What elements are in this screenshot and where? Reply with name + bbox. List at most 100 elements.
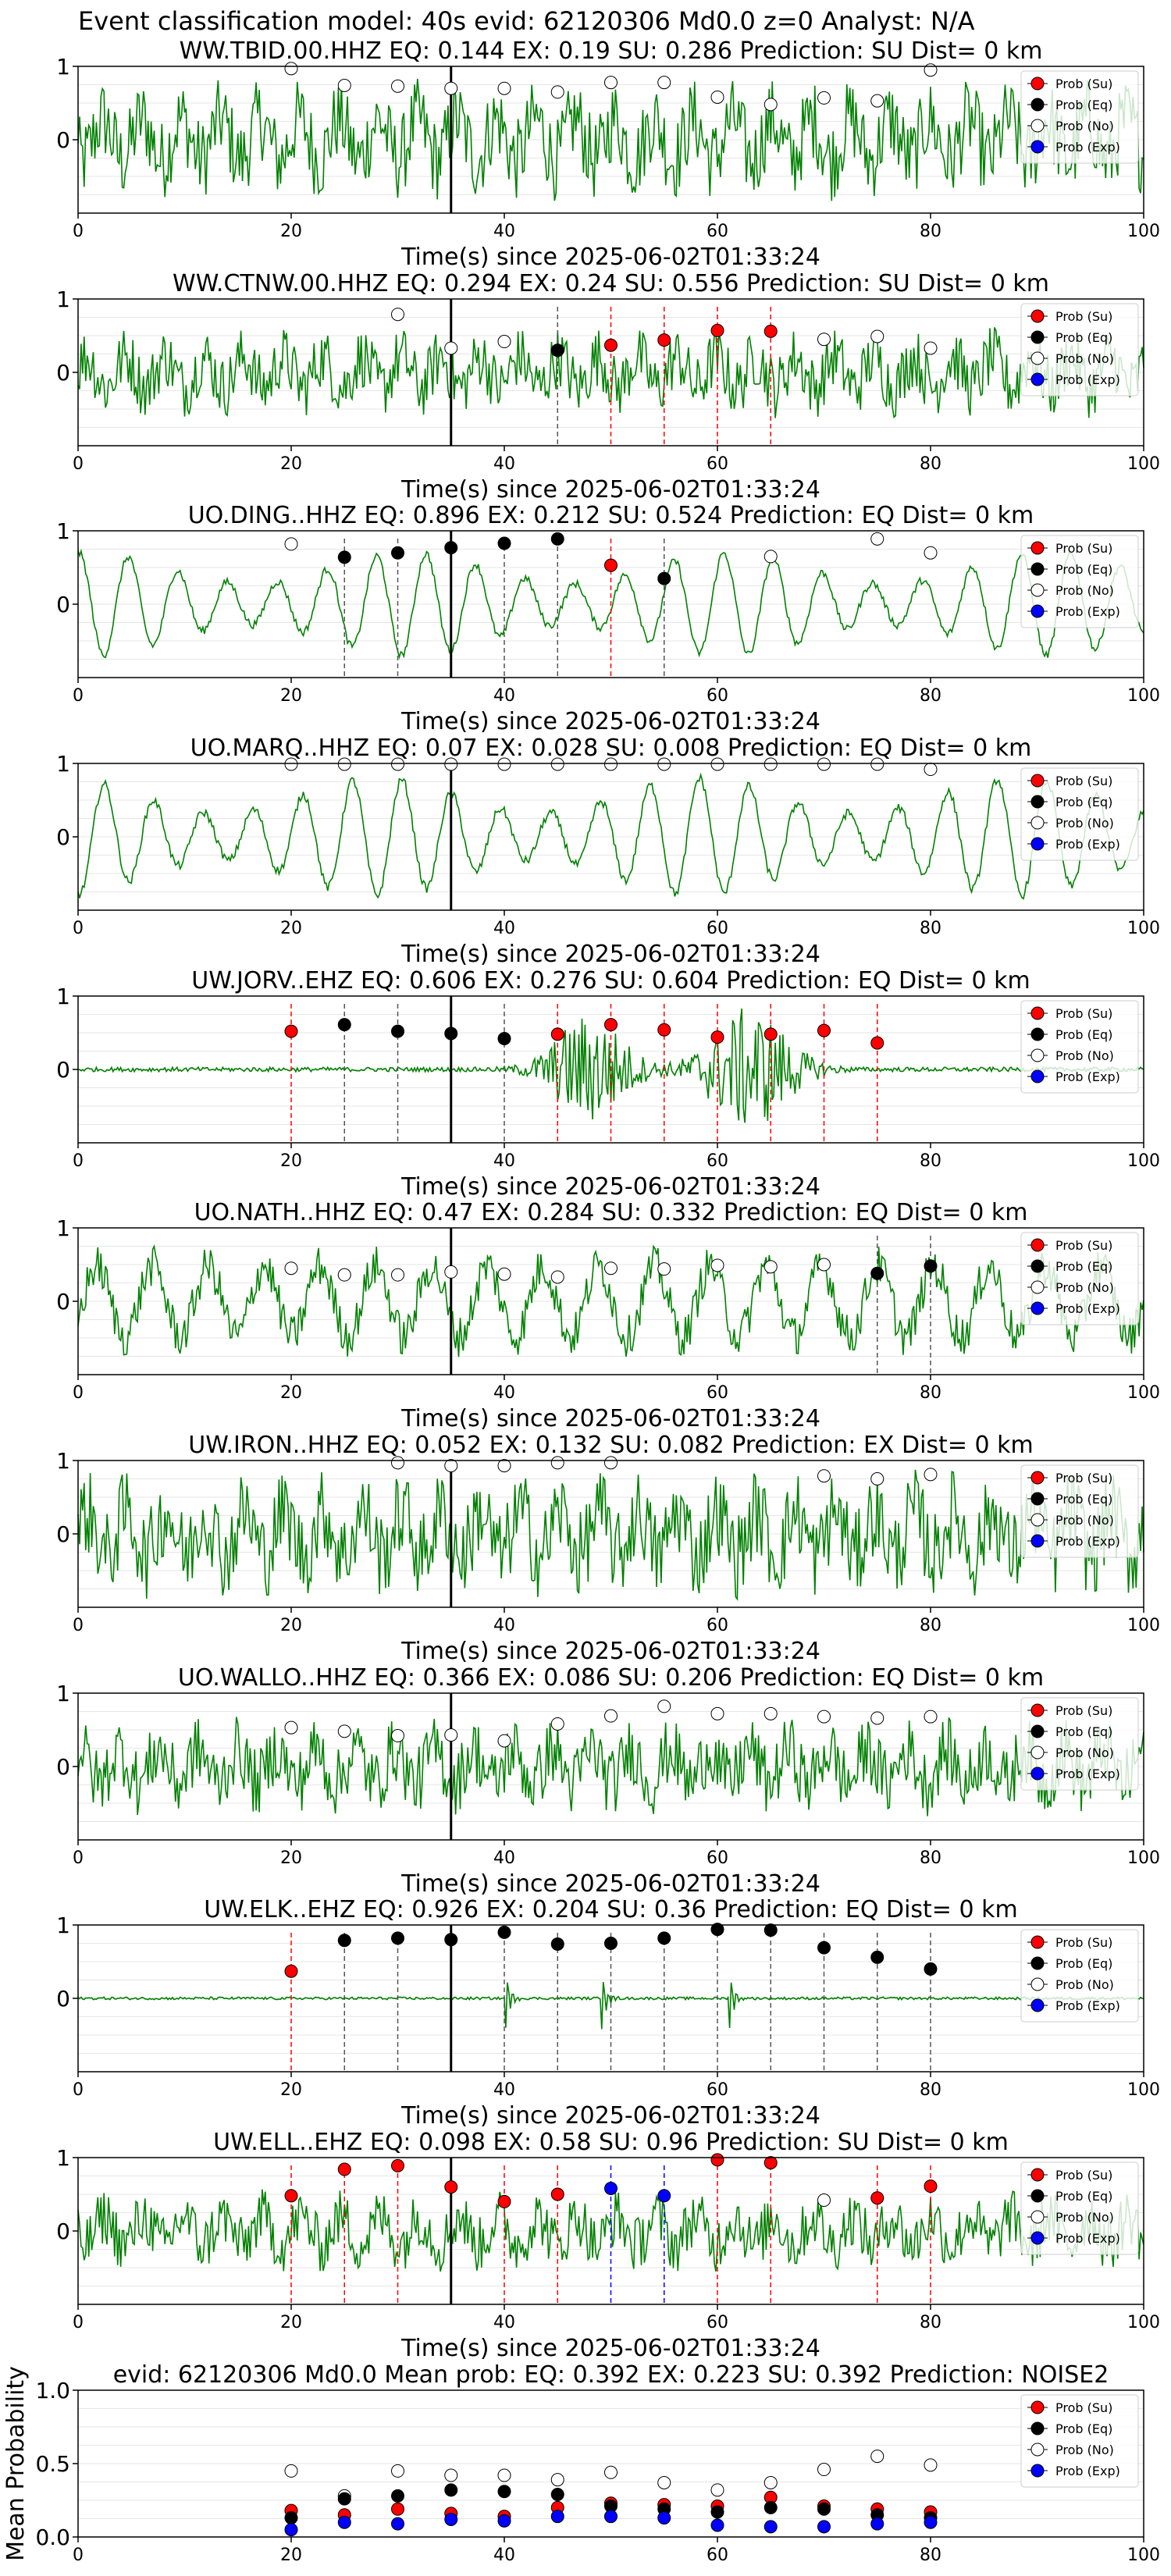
y-tick-label: 0	[56, 1057, 70, 1083]
legend-label-no: Prob (No)	[1055, 1280, 1114, 1295]
x-tick-label: 80	[920, 222, 941, 241]
prob-marker-no	[763, 98, 778, 112]
y-tick-label: 1	[56, 1681, 70, 1706]
x-tick-label: 40	[493, 686, 515, 706]
prob-marker-su	[763, 2156, 778, 2170]
mean-prob-marker-exp	[391, 2517, 404, 2531]
x-tick-label: 20	[280, 919, 302, 938]
prob-marker-no	[870, 1472, 884, 1485]
x-tick-label: 80	[920, 2546, 941, 2565]
prob-marker-no	[444, 1265, 458, 1279]
x-tick-label: 80	[920, 1616, 941, 1635]
legend-marker-exp	[1030, 1534, 1045, 1548]
prob-marker-no	[710, 757, 724, 771]
x-tick-label: 20	[280, 1151, 302, 1171]
prob-marker-su	[924, 2179, 938, 2194]
prob-marker-no	[657, 1262, 671, 1276]
prob-marker-no	[870, 329, 884, 343]
x-tick-label: 60	[707, 686, 728, 706]
legend-marker-eq	[1030, 330, 1045, 344]
x-tick-label: 100	[1127, 2546, 1160, 2565]
legend-marker-su	[1030, 774, 1045, 788]
mean-prob-marker-no	[497, 2468, 511, 2482]
x-tick-label: 20	[280, 2080, 302, 2100]
legend-box	[1020, 1000, 1139, 1094]
y-tick-label: 0	[56, 1754, 70, 1780]
panel-title-5: UO.NATH..HHZ EQ: 0.47 EX: 0.284 SU: 0.33…	[194, 1199, 1028, 1226]
prob-marker-no	[550, 1456, 564, 1470]
legend-box	[1020, 303, 1139, 397]
legend-marker-eq	[1030, 1724, 1045, 1738]
x-tick-label: 40	[493, 2313, 515, 2332]
legend-label-exp: Prob (Exp)	[1055, 1998, 1120, 2013]
y-tick-label: 0	[56, 592, 70, 617]
legend-marker-exp	[1030, 140, 1045, 154]
prob-marker-eq	[337, 550, 351, 564]
prob-marker-no	[337, 1268, 351, 1282]
prob-marker-no	[391, 1729, 404, 1743]
x-tick-label: 20	[280, 686, 302, 706]
panel-title-1: WW.CTNW.00.HHZ EQ: 0.294 EX: 0.24 SU: 0.…	[173, 270, 1049, 297]
prob-marker-su	[444, 2180, 458, 2194]
legend-label-su: Prob (Su)	[1055, 774, 1112, 788]
x-tick-label: 0	[73, 1848, 84, 1868]
prob-marker-su	[337, 2162, 351, 2176]
x-tick-label: 40	[493, 1151, 515, 1171]
x-tick-label: 40	[493, 1616, 515, 1635]
legend-marker-su	[1030, 1935, 1045, 1949]
y-tick-label: 1	[56, 1912, 70, 1938]
y-tick-label: 1.0	[35, 2378, 70, 2403]
mean-prob-marker-exp	[710, 2518, 724, 2532]
prob-marker-no	[657, 757, 671, 771]
y-tick-label: 1	[56, 751, 70, 777]
x-tick-label: 0	[73, 919, 84, 938]
x-tick-label: 60	[707, 2080, 728, 2100]
prob-marker-eq	[444, 1026, 458, 1041]
prob-marker-no	[284, 1720, 298, 1735]
legend-label-eq: Prob (Eq)	[1055, 330, 1112, 345]
prob-marker-no	[550, 757, 564, 771]
figure-title: Event classification model: 40s evid: 62…	[78, 6, 975, 36]
prob-marker-eq	[497, 1032, 511, 1046]
prob-marker-eq	[391, 546, 404, 560]
prob-marker-no	[391, 1456, 404, 1470]
x-tick-label: 0	[73, 222, 84, 241]
mean-prob-marker-no	[391, 2464, 404, 2478]
mean-prob-marker-eq	[444, 2483, 458, 2497]
mean-prob-marker-exp	[817, 2520, 831, 2534]
mean-prob-marker-exp	[444, 2512, 458, 2526]
mean-prob-marker-no	[924, 2458, 938, 2472]
x-tick-label: 40	[493, 454, 515, 474]
x-tick-label: 80	[920, 1848, 941, 1868]
prob-marker-su	[710, 323, 724, 337]
legend-label-su: Prob (Su)	[1055, 541, 1112, 556]
legend-marker-su	[1030, 1703, 1045, 1717]
panel-title-7: UO.WALLO..HHZ EQ: 0.366 EX: 0.086 SU: 0.…	[178, 1664, 1044, 1692]
prob-marker-eq	[497, 536, 511, 550]
x-tick-label: 100	[1127, 454, 1160, 474]
legend-label-no: Prob (No)	[1055, 816, 1114, 831]
prob-marker-su	[710, 2153, 724, 2167]
x-tick-label: 0	[73, 2080, 84, 2100]
prob-marker-no	[444, 757, 458, 771]
x-tick-label: 20	[280, 1616, 302, 1635]
prob-marker-eq	[817, 1941, 831, 1955]
legend-marker-no	[1030, 2443, 1045, 2457]
mean-prob-marker-eq	[337, 2492, 351, 2506]
mean-prob-marker-exp	[337, 2515, 351, 2529]
mean-prob-marker-no	[444, 2468, 458, 2482]
prob-marker-no	[870, 532, 884, 546]
legend-label-exp: Prob (Exp)	[1055, 837, 1120, 852]
x-tick-label: 100	[1127, 686, 1160, 706]
legend-label-exp: Prob (Exp)	[1055, 372, 1120, 387]
prob-marker-eq	[497, 1925, 511, 1939]
legend-marker-eq	[1030, 1956, 1045, 1970]
prob-marker-su	[763, 324, 778, 338]
x-tick-label: 20	[280, 454, 302, 474]
prob-marker-no	[924, 1710, 938, 1724]
panel-title-3: UO.MARQ..HHZ EQ: 0.07 EX: 0.028 SU: 0.00…	[190, 735, 1032, 762]
prob-marker-eq	[604, 1937, 618, 1950]
x-tick-label: 40	[493, 1383, 515, 1403]
legend-marker-su	[1030, 541, 1045, 555]
